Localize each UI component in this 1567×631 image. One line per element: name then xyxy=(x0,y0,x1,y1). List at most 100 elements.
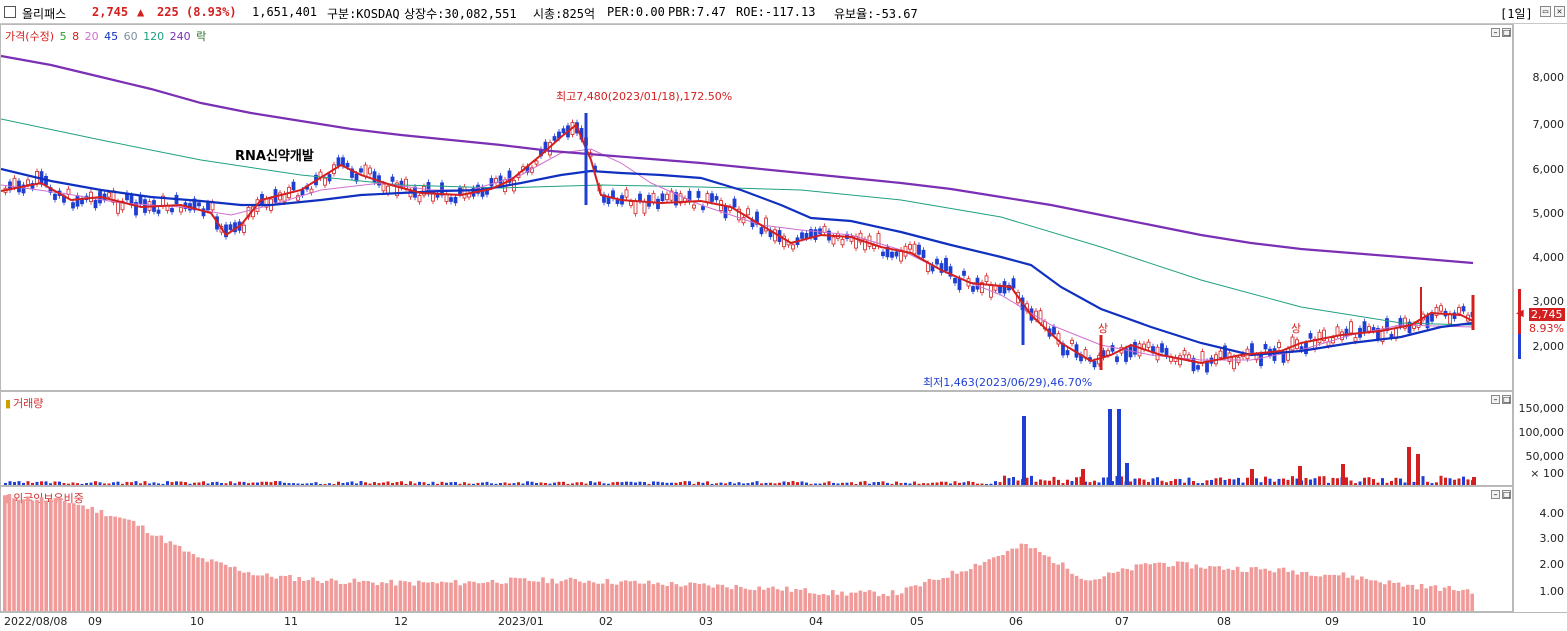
candle-body xyxy=(1196,365,1200,370)
foreign-ratio-bar xyxy=(490,579,495,611)
foreign-ratio-bar xyxy=(1369,580,1373,611)
current-price-tag: 2,745 xyxy=(1529,308,1565,321)
volume-bar xyxy=(310,483,313,485)
panel-minimize-button[interactable]: – xyxy=(1491,28,1500,37)
volume-bar xyxy=(755,481,759,485)
foreign-maximize-button[interactable]: □ xyxy=(1502,490,1511,499)
candle-body xyxy=(390,176,395,182)
volume-bar xyxy=(1111,481,1114,485)
foreign-ratio-bar xyxy=(720,584,725,611)
volume-bar xyxy=(1363,477,1366,485)
foreign-ratio-bar xyxy=(53,498,58,611)
foreign-ratio-bar xyxy=(1208,566,1212,611)
foreign-ratio-bar xyxy=(1212,566,1217,611)
candle-body xyxy=(732,198,737,208)
foreign-ratio-bar xyxy=(325,580,329,611)
foreign-ratio-bar xyxy=(1120,568,1125,611)
foreign-ratio-bar xyxy=(44,500,48,611)
candle-body xyxy=(1259,353,1263,367)
volume-maximize-button[interactable]: □ xyxy=(1502,395,1511,404)
foreign-ratio-bar xyxy=(766,587,771,611)
foreign-tick-4: 4.00 xyxy=(1539,507,1565,520)
candle-body xyxy=(840,238,845,246)
foreign-ratio-bar xyxy=(136,525,140,611)
volume-bar xyxy=(665,482,669,485)
volume-bar xyxy=(670,482,673,485)
candle-body xyxy=(53,193,57,200)
panel-maximize-button[interactable]: □ xyxy=(1502,28,1511,37)
foreign-ratio-bar xyxy=(1047,556,1051,611)
volume-bar xyxy=(1444,477,1447,485)
foreign-ratio-bar xyxy=(831,590,835,611)
volume-bar xyxy=(868,483,871,485)
volume-panel[interactable]: ▮ 거래량 – □ xyxy=(0,391,1513,486)
volume-bar xyxy=(1057,479,1060,485)
select-checkbox[interactable] xyxy=(4,6,16,18)
foreign-ratio-bar xyxy=(775,589,780,611)
period-selector[interactable]: [1일] xyxy=(1500,7,1533,21)
candle-body xyxy=(1353,337,1358,342)
volume-bar xyxy=(692,483,696,485)
volume-bar xyxy=(737,482,741,485)
volume-bar xyxy=(1232,479,1236,485)
foreign-ratio-bar xyxy=(463,583,467,611)
candle-body xyxy=(1137,343,1142,357)
foreign-ratio-bar xyxy=(821,593,826,611)
candle-body xyxy=(323,177,327,186)
foreign-ratio-bar xyxy=(1341,572,1346,611)
foreign-ratio-bar xyxy=(1015,548,1019,611)
foreign-ratio-bar xyxy=(614,584,619,611)
foreign-ratio-bar xyxy=(1314,576,1318,611)
foreign-ratio-bar xyxy=(826,595,830,611)
volume-bar xyxy=(242,481,246,485)
candle-body xyxy=(678,193,683,204)
candle-body xyxy=(1367,326,1371,332)
volume-bar xyxy=(1426,481,1429,485)
volume-bar-sep-b xyxy=(1341,464,1345,485)
volume-bar xyxy=(166,481,169,485)
volume-bar xyxy=(296,483,300,485)
volume-bar xyxy=(143,481,147,485)
foreign-ratio-bar xyxy=(453,580,458,611)
candle-body xyxy=(759,227,764,235)
foreign-ratio-bar xyxy=(706,585,711,611)
candle-body xyxy=(345,162,350,168)
candle-body xyxy=(656,198,660,209)
volume-bar xyxy=(71,482,75,485)
foreign-minimize-button[interactable]: – xyxy=(1491,490,1500,499)
foreign-ownership-panel[interactable]: ▮외국인보유비중 – □ xyxy=(0,486,1513,612)
candle-body xyxy=(1286,348,1290,361)
foreign-ratio-bar xyxy=(1300,572,1304,611)
x-tick-3: 11 xyxy=(284,615,298,628)
volume-bar xyxy=(1412,481,1416,485)
foreign-ratio-bar xyxy=(941,578,945,611)
price-chart-panel[interactable]: 가격(수정) 5 8 20 45 60 120 240 락 – □ 최고7,48… xyxy=(0,24,1513,391)
volume-bar xyxy=(247,483,250,485)
volume-bar xyxy=(305,483,309,485)
foreign-ratio-bar xyxy=(334,580,338,611)
candle-body xyxy=(228,224,233,230)
foreign-ratio-bar xyxy=(872,591,876,611)
foreign-ratio-bar xyxy=(1350,575,1355,611)
candle-body xyxy=(633,200,638,215)
volume-bar xyxy=(485,481,489,485)
restore-button[interactable]: ▭ xyxy=(1540,6,1551,17)
candle-body xyxy=(359,168,363,173)
candle-body xyxy=(624,189,629,198)
volume-bar xyxy=(832,482,835,485)
close-button[interactable]: ✕ xyxy=(1554,6,1565,17)
vol-tick-100000: 100,000 xyxy=(1518,426,1565,439)
volume-bar xyxy=(1309,479,1312,485)
volume-bar xyxy=(1102,477,1105,485)
foreign-ratio-bar xyxy=(840,591,844,611)
volume-bar xyxy=(1399,478,1402,485)
volume-bar xyxy=(1349,480,1353,485)
volume-bar xyxy=(62,483,66,485)
foreign-ratio-bar xyxy=(854,592,858,611)
volume-bar xyxy=(634,482,637,485)
volume-bar xyxy=(625,481,628,485)
volume-bar xyxy=(1196,483,1200,485)
volume-minimize-button[interactable]: – xyxy=(1491,395,1500,404)
volume-bar xyxy=(1435,482,1438,485)
candle-body xyxy=(935,258,939,265)
